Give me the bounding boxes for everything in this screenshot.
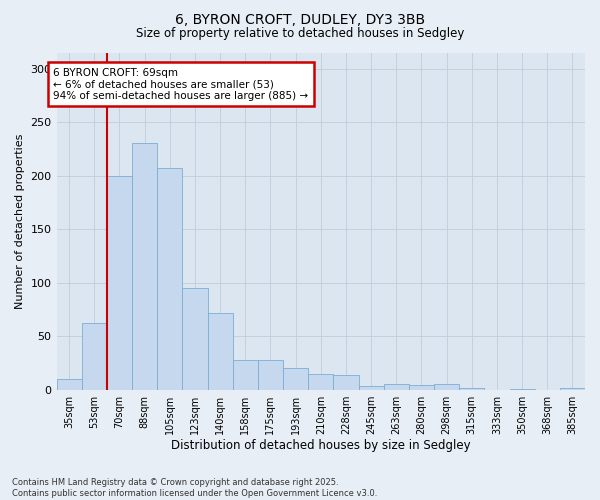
- Bar: [383, 384, 409, 390]
- Bar: [132, 144, 157, 390]
- Bar: [434, 384, 459, 390]
- Bar: [157, 168, 182, 390]
- Bar: [459, 388, 484, 390]
- X-axis label: Distribution of detached houses by size in Sedgley: Distribution of detached houses by size …: [171, 440, 470, 452]
- Bar: [509, 388, 535, 390]
- Bar: [107, 176, 132, 390]
- Text: Contains HM Land Registry data © Crown copyright and database right 2025.
Contai: Contains HM Land Registry data © Crown c…: [12, 478, 377, 498]
- Bar: [409, 386, 434, 390]
- Text: 6 BYRON CROFT: 69sqm
← 6% of detached houses are smaller (53)
94% of semi-detach: 6 BYRON CROFT: 69sqm ← 6% of detached ho…: [53, 68, 308, 101]
- Bar: [308, 374, 334, 390]
- Bar: [56, 379, 82, 390]
- Text: Size of property relative to detached houses in Sedgley: Size of property relative to detached ho…: [136, 28, 464, 40]
- Bar: [233, 360, 258, 390]
- Bar: [359, 386, 383, 390]
- Bar: [560, 388, 585, 390]
- Bar: [283, 368, 308, 390]
- Text: 6, BYRON CROFT, DUDLEY, DY3 3BB: 6, BYRON CROFT, DUDLEY, DY3 3BB: [175, 12, 425, 26]
- Bar: [82, 324, 107, 390]
- Y-axis label: Number of detached properties: Number of detached properties: [15, 134, 25, 309]
- Bar: [258, 360, 283, 390]
- Bar: [208, 312, 233, 390]
- Bar: [334, 374, 359, 390]
- Bar: [182, 288, 208, 390]
